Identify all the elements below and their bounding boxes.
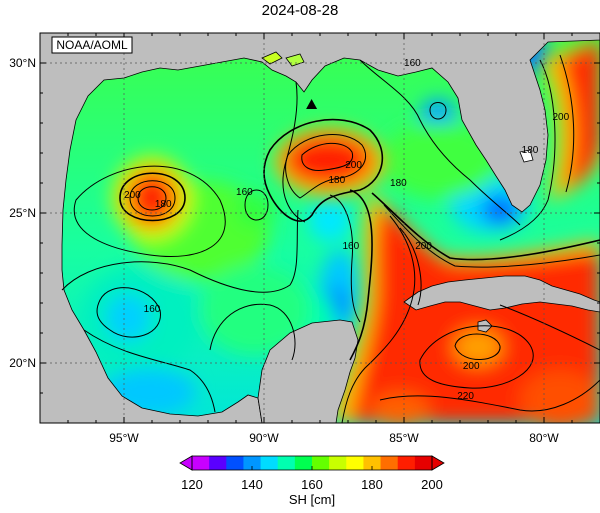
colorbar-high-arrow xyxy=(431,455,445,471)
contour-label: 180 xyxy=(328,175,345,186)
lon-tick-label: 90°W xyxy=(249,431,279,445)
yucatan-peninsula xyxy=(257,319,359,423)
contour-label: 200 xyxy=(345,160,362,171)
colorbar-cell xyxy=(346,456,364,470)
contour-label: 200 xyxy=(552,112,569,123)
colorbar-tick-label: 180 xyxy=(361,477,383,492)
colorbar-cell xyxy=(260,456,279,470)
colorbar-cell xyxy=(294,456,313,470)
colorbar-ticks: 120 140 160 180 200 xyxy=(181,466,443,492)
contour-label: 180 xyxy=(522,145,539,156)
colorbar-tick-label: 140 xyxy=(241,477,263,492)
lat-tick-label: 25°N xyxy=(9,206,36,220)
lat-tick-label: 30°N xyxy=(9,56,36,70)
contour-label: 160 xyxy=(404,58,421,69)
colorbar-low-arrow xyxy=(179,455,193,471)
station-marker-triangle xyxy=(306,99,318,109)
contour-label: 160 xyxy=(144,304,161,315)
contour-label: 180 xyxy=(155,199,172,210)
colorbar-cell xyxy=(277,456,296,470)
colorbar-cell xyxy=(243,456,262,470)
contour-label: 200 xyxy=(463,361,480,372)
colorbar-cell xyxy=(380,456,399,470)
lon-tick-label: 85°W xyxy=(389,431,419,445)
contour-label: 220 xyxy=(457,391,474,402)
colorbar-cell xyxy=(226,456,244,470)
contour-lines xyxy=(61,54,600,423)
colorbar-tick-label: 200 xyxy=(421,477,443,492)
contour-label: 180 xyxy=(390,178,407,189)
colorbar-label: SH [cm] xyxy=(288,492,336,507)
colorbar-cell xyxy=(363,456,382,470)
graticule xyxy=(40,33,600,423)
coastal-lake xyxy=(261,51,283,65)
credit-box: NOAA/AOML xyxy=(51,36,133,54)
colorbar-cells xyxy=(179,455,445,471)
colorbar-tick-label: 120 xyxy=(181,477,203,492)
colorbar-cell xyxy=(414,456,433,470)
credit-text: NOAA/AOML xyxy=(56,38,128,52)
colorbar-cell xyxy=(329,456,347,470)
contour-label: 160 xyxy=(236,187,253,198)
contour-label: 200 xyxy=(415,241,432,252)
lon-tick-label: 95°W xyxy=(109,431,139,445)
lon-tick-label: 80°W xyxy=(529,431,559,445)
colorbar-cell xyxy=(312,456,330,470)
cuba xyxy=(403,275,600,313)
contour-label: 200 xyxy=(124,190,141,201)
contour-label: 160 xyxy=(342,241,359,252)
us-mexico-coast xyxy=(40,33,600,423)
colorbar-tick-label: 160 xyxy=(301,477,323,492)
colorbar-cell xyxy=(192,456,210,470)
lat-tick-label: 20°N xyxy=(9,356,36,370)
lake-okeechobee xyxy=(519,149,534,163)
colorbar-cell xyxy=(209,456,227,470)
axis-ticks: 95°W 90°W 85°W 80°W 30°N 25°N 20°N xyxy=(9,32,600,445)
colorbar-cell xyxy=(397,456,416,470)
land xyxy=(40,33,600,423)
sea-height-field xyxy=(80,37,550,416)
map-title: 2024-08-28 xyxy=(261,2,339,19)
